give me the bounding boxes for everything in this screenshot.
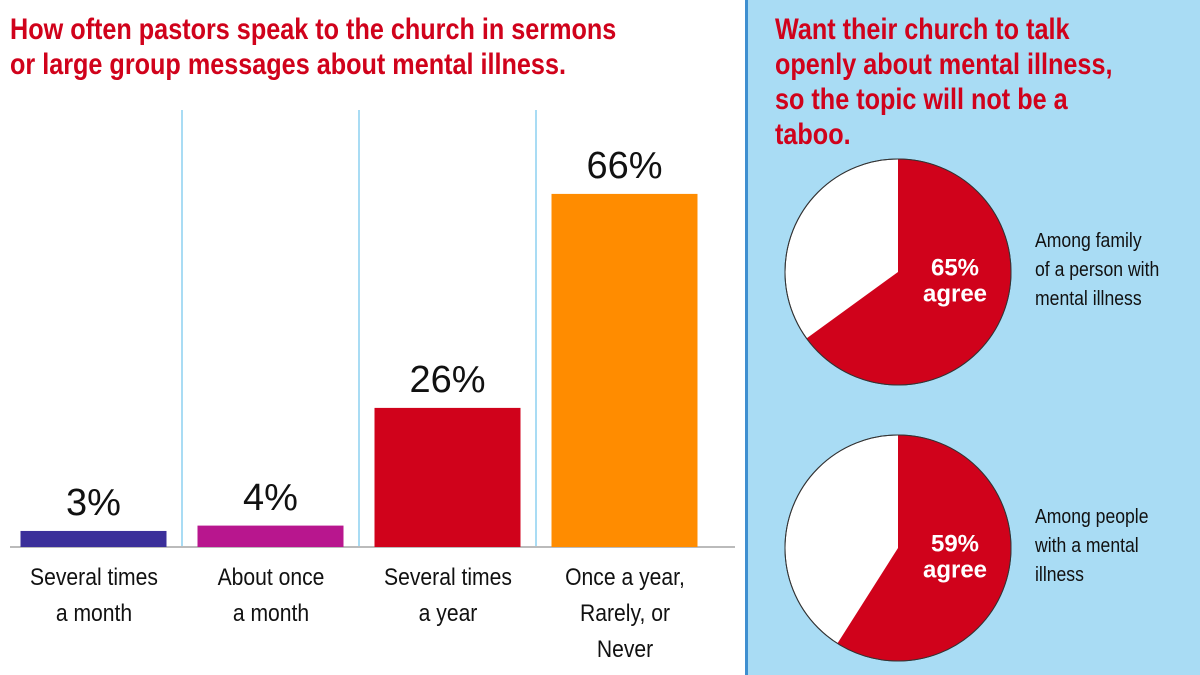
pie-outline [784,434,1012,662]
bar [197,525,344,547]
value-label: 66% [586,144,663,187]
pie-label: Among people with a mental illness [1035,506,1149,586]
value-label: 4% [243,476,298,519]
pie-outline [784,158,1012,386]
value-label: 26% [409,358,486,401]
category-label: Several times a month [29,564,158,627]
bar [551,193,698,547]
pie-value-label: 65% agree [922,254,988,308]
chart-title: Want their church to talk openly about m… [775,13,1113,152]
pie-value-label: 59% agree [922,530,988,584]
pie-slice [806,159,1012,386]
bar [374,407,521,547]
bar [20,530,167,547]
category-label: About once a month [217,564,324,627]
category-label: Several times a year [383,564,512,627]
chart-title: How often pastors speak to the church in… [10,13,617,82]
pie-label: Among family of a person with mental ill… [1035,230,1160,310]
pie-slice [837,435,1011,661]
value-label: 3% [66,481,121,524]
category-label: Once a year, Rarely, or Never [564,564,685,663]
